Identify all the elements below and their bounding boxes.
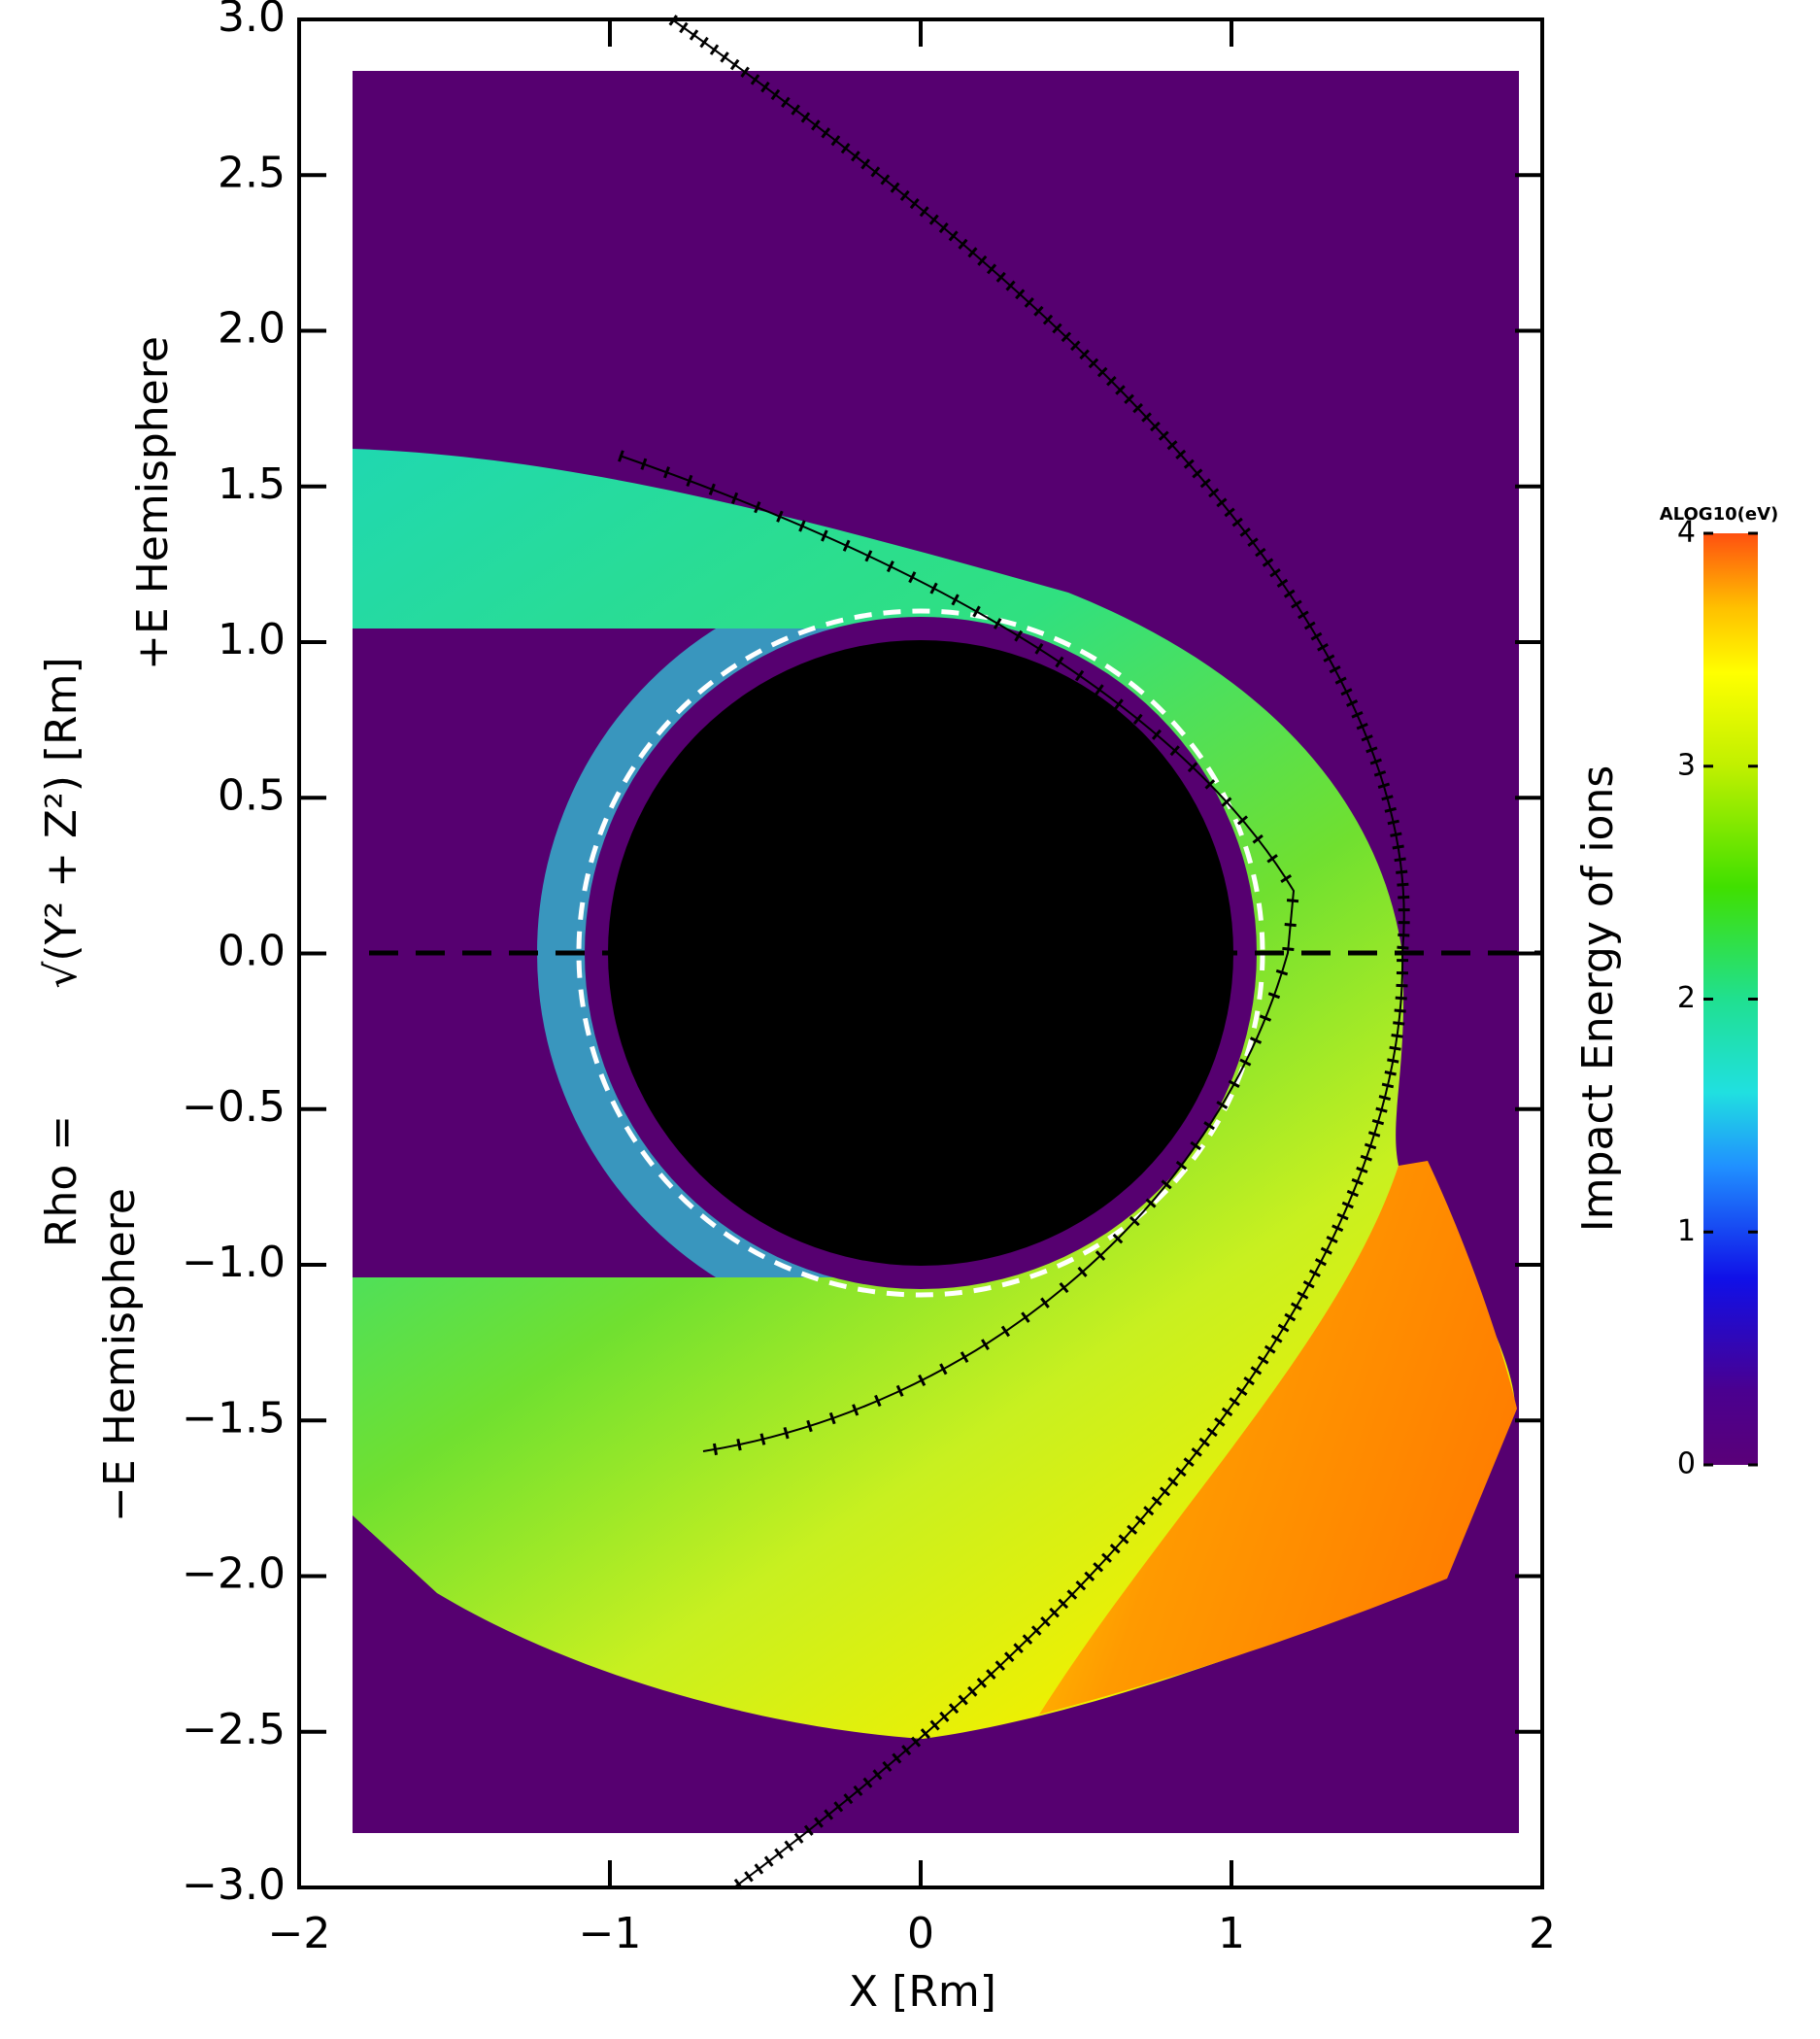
y-tick-label: 0.0 [218, 927, 286, 976]
colorbar-tick-label: 3 [1677, 748, 1696, 782]
colorbar-unit: ALOG10(eV) [1660, 504, 1778, 525]
planet [608, 640, 1233, 1266]
x-tick-label: 1 [1218, 1909, 1245, 1958]
x-tick-label: 2 [1529, 1909, 1556, 1958]
colorbar-tick-label: 4 [1677, 516, 1696, 550]
colorbar-tick-label: 1 [1677, 1214, 1696, 1248]
high-energy-region [1039, 1161, 1517, 1715]
y-tick-label: −1.5 [182, 1393, 286, 1443]
boundary-curve [619, 455, 1296, 1452]
y-axis-label: √(Y² + Z²) [Rm] [37, 657, 86, 988]
y-tick-label: −2.5 [182, 1705, 286, 1754]
x-tick-label: 0 [907, 1909, 934, 1958]
y-tick-label: −2.0 [182, 1549, 286, 1599]
y-tick-label: 3.0 [218, 0, 286, 42]
colorbar-label: Impact Energy of ions [1573, 765, 1623, 1233]
hemisphere-label: −E Hemisphere [95, 1188, 145, 1522]
hemisphere-label: +E Hemisphere [128, 336, 178, 670]
y-tick-label: 2.0 [218, 304, 286, 354]
x-tick-label: −2 [268, 1909, 331, 1958]
bow-shock [671, 18, 1405, 1888]
y-tick-label: 1.0 [218, 615, 286, 664]
y-axis-label: Rho = [37, 1115, 86, 1247]
x-axis-label: X [Rm] [849, 1967, 996, 2017]
y-tick-label: −3.0 [182, 1860, 286, 1910]
colorbar-tick-label: 2 [1677, 981, 1696, 1015]
x-tick-label: −1 [579, 1909, 642, 1958]
plot-image [353, 15, 1542, 1892]
y-tick-label: 1.5 [218, 459, 286, 509]
y-tick-label: −0.5 [182, 1082, 286, 1132]
colorbar-tick-label: 0 [1677, 1447, 1696, 1481]
y-tick-label: 2.5 [218, 148, 286, 197]
y-tick-label: 0.5 [218, 770, 286, 820]
y-tick-label: −1.0 [182, 1238, 286, 1287]
